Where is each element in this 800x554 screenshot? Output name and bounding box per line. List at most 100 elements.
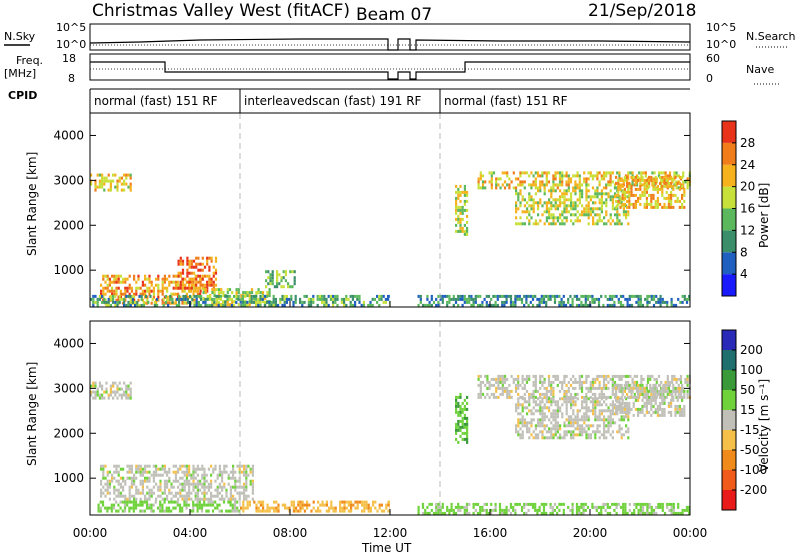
heatmap-cell bbox=[676, 199, 679, 203]
heatmap-cell bbox=[550, 195, 553, 199]
heatmap-cell bbox=[205, 479, 208, 483]
heatmap-cell bbox=[105, 176, 108, 180]
heatmap-cell bbox=[578, 213, 581, 217]
heatmap-cell bbox=[611, 418, 614, 422]
cpid-segment-label: interleavedscan (fast) 191 RF bbox=[244, 94, 422, 108]
heatmap-cell bbox=[559, 433, 562, 437]
nsearch-label: N.Search bbox=[746, 30, 796, 43]
heatmap-cell bbox=[283, 297, 286, 301]
heatmap-cell bbox=[594, 189, 597, 193]
heatmap-cell bbox=[214, 467, 217, 471]
heatmap-cell bbox=[561, 222, 564, 226]
heatmap-cell bbox=[351, 303, 354, 307]
heatmap-cell bbox=[592, 412, 595, 416]
heatmap-cell bbox=[648, 181, 651, 185]
heatmap-cell bbox=[134, 500, 138, 504]
heatmap-cell bbox=[530, 195, 533, 199]
heatmap-cell bbox=[648, 502, 651, 506]
heatmap-cell bbox=[576, 186, 579, 190]
heatmap-cell bbox=[541, 409, 544, 413]
heatmap-cell bbox=[112, 294, 115, 298]
heatmap-cell bbox=[463, 193, 466, 197]
heatmap-cell bbox=[688, 505, 691, 509]
heatmap-cell bbox=[292, 503, 295, 507]
heatmap-cell bbox=[545, 171, 548, 175]
heatmap-cell bbox=[589, 207, 592, 211]
heatmap-cell bbox=[272, 297, 275, 301]
heatmap-cell bbox=[168, 491, 171, 495]
heatmap-cell bbox=[242, 509, 245, 513]
heatmap-cell bbox=[208, 256, 211, 260]
heatmap-cell bbox=[561, 192, 564, 196]
heatmap-cell bbox=[548, 189, 551, 193]
heatmap-cell bbox=[650, 196, 653, 200]
heatmap-cell bbox=[268, 300, 271, 304]
heatmap-cell bbox=[271, 273, 274, 277]
heatmap-cell bbox=[150, 488, 153, 492]
heatmap-cell bbox=[619, 178, 622, 182]
heatmap-cell bbox=[574, 418, 577, 422]
heatmap-cell bbox=[611, 386, 614, 390]
heatmap-cell bbox=[144, 476, 147, 480]
heatmap-cell bbox=[466, 407, 469, 411]
heatmap-cell bbox=[325, 509, 328, 513]
heatmap-cell bbox=[148, 289, 151, 293]
heatmap-cell bbox=[505, 508, 508, 512]
y-tick-label: 4000 bbox=[53, 128, 84, 142]
heatmap-cell bbox=[214, 464, 217, 468]
heatmap-cell bbox=[481, 505, 484, 509]
heatmap-cell bbox=[108, 470, 111, 474]
heatmap-cell bbox=[463, 229, 466, 233]
heatmap-cell bbox=[525, 380, 529, 384]
heatmap-cell bbox=[151, 297, 154, 301]
heatmap-cell bbox=[519, 427, 522, 431]
heatmap-cell bbox=[617, 199, 620, 203]
heatmap-cell bbox=[571, 303, 574, 307]
heatmap-cell bbox=[310, 297, 313, 301]
heatmap-cell bbox=[552, 183, 555, 187]
heatmap-cell bbox=[362, 303, 365, 307]
heatmap-cell bbox=[609, 421, 612, 425]
heatmap-cell bbox=[656, 404, 659, 408]
heatmap-cell bbox=[383, 509, 386, 513]
heatmap-cell bbox=[98, 182, 101, 186]
heatmap-cell bbox=[611, 297, 614, 301]
heatmap-cell bbox=[587, 406, 590, 410]
heatmap-cell bbox=[177, 259, 180, 263]
heatmap-cell bbox=[645, 181, 648, 185]
heatmap-cell bbox=[466, 190, 469, 194]
heatmap-cell bbox=[608, 303, 612, 307]
heatmap-cell bbox=[552, 389, 555, 393]
heatmap-cell bbox=[673, 171, 676, 175]
heatmap-cell bbox=[592, 403, 595, 407]
heatmap-cell bbox=[222, 291, 225, 295]
heatmap-cell bbox=[267, 276, 270, 280]
heatmap-cell bbox=[120, 176, 123, 180]
heatmap-cell bbox=[186, 286, 189, 290]
heatmap-cell bbox=[531, 505, 535, 509]
heatmap-cell bbox=[318, 294, 321, 298]
heatmap-cell bbox=[243, 470, 246, 474]
heatmap-cell bbox=[192, 500, 195, 504]
heatmap-cell bbox=[171, 300, 174, 304]
heatmap-cell bbox=[628, 404, 631, 408]
heatmap-cell bbox=[111, 280, 114, 284]
heatmap-cell bbox=[297, 503, 300, 507]
heatmap-cell bbox=[148, 476, 151, 480]
heatmap-cell bbox=[345, 297, 348, 301]
heatmap-cell bbox=[261, 297, 264, 301]
heatmap-cell bbox=[339, 500, 342, 504]
heatmap-cell bbox=[545, 204, 548, 208]
heatmap-cell bbox=[561, 174, 564, 178]
heatmap-cell bbox=[459, 395, 462, 399]
heatmap-cell bbox=[563, 421, 566, 425]
heatmap-cell bbox=[452, 303, 455, 307]
heatmap-cell bbox=[585, 415, 588, 419]
heatmap-cell bbox=[277, 506, 280, 510]
heatmap-cell bbox=[238, 497, 241, 501]
heatmap-cell bbox=[530, 183, 533, 187]
heatmap-cell bbox=[611, 430, 614, 434]
heatmap-cell bbox=[578, 183, 581, 187]
heatmap-cell bbox=[598, 424, 601, 428]
heatmap-cell bbox=[101, 294, 104, 298]
